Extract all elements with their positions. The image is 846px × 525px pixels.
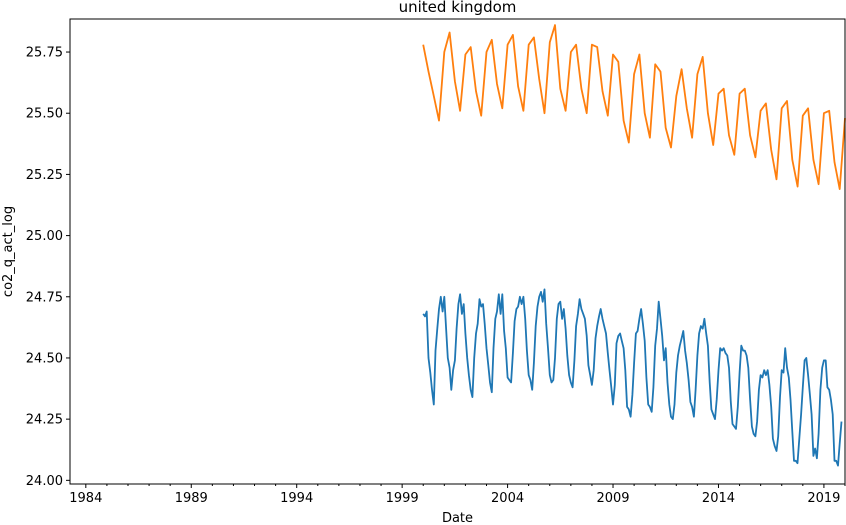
- y-tick-label: 25.75: [26, 46, 63, 61]
- x-tick-label: 1994: [280, 491, 313, 506]
- y-tick-label: 25.25: [26, 168, 63, 183]
- x-tick-label: 1989: [175, 491, 208, 506]
- series-layer: [422, 24, 846, 467]
- x-axis-title: Date: [442, 511, 473, 525]
- y-tick-label: 24.75: [26, 290, 63, 305]
- series-line-1: [422, 24, 846, 191]
- y-tick-label: 24.00: [26, 474, 63, 489]
- plot-frame: [69, 18, 846, 485]
- y-axis-title: co2_q_act_log: [1, 206, 16, 297]
- y-tick-label: 24.50: [26, 351, 63, 366]
- y-axis: 24.00 24.25 24.50 24.75 25.00 25.25 25.50 25.75: [26, 46, 70, 489]
- series-line-2: [422, 288, 843, 467]
- x-tick-label: 2019: [807, 491, 840, 506]
- x-tick-label: 1984: [69, 491, 102, 506]
- y-tick-label: 24.25: [26, 413, 63, 428]
- chart-title: united kingdom: [399, 0, 517, 16]
- y-tick-label: 25.00: [26, 229, 63, 244]
- x-tick-label: 2014: [702, 491, 735, 506]
- x-tick-label: 2009: [596, 491, 629, 506]
- x-tick-label: 2004: [491, 491, 524, 506]
- x-axis: 1984 1989 1994 1999 2004 2009 2014 2019: [69, 484, 846, 506]
- y-tick-label: 25.50: [26, 107, 63, 122]
- x-tick-label: 1999: [386, 491, 419, 506]
